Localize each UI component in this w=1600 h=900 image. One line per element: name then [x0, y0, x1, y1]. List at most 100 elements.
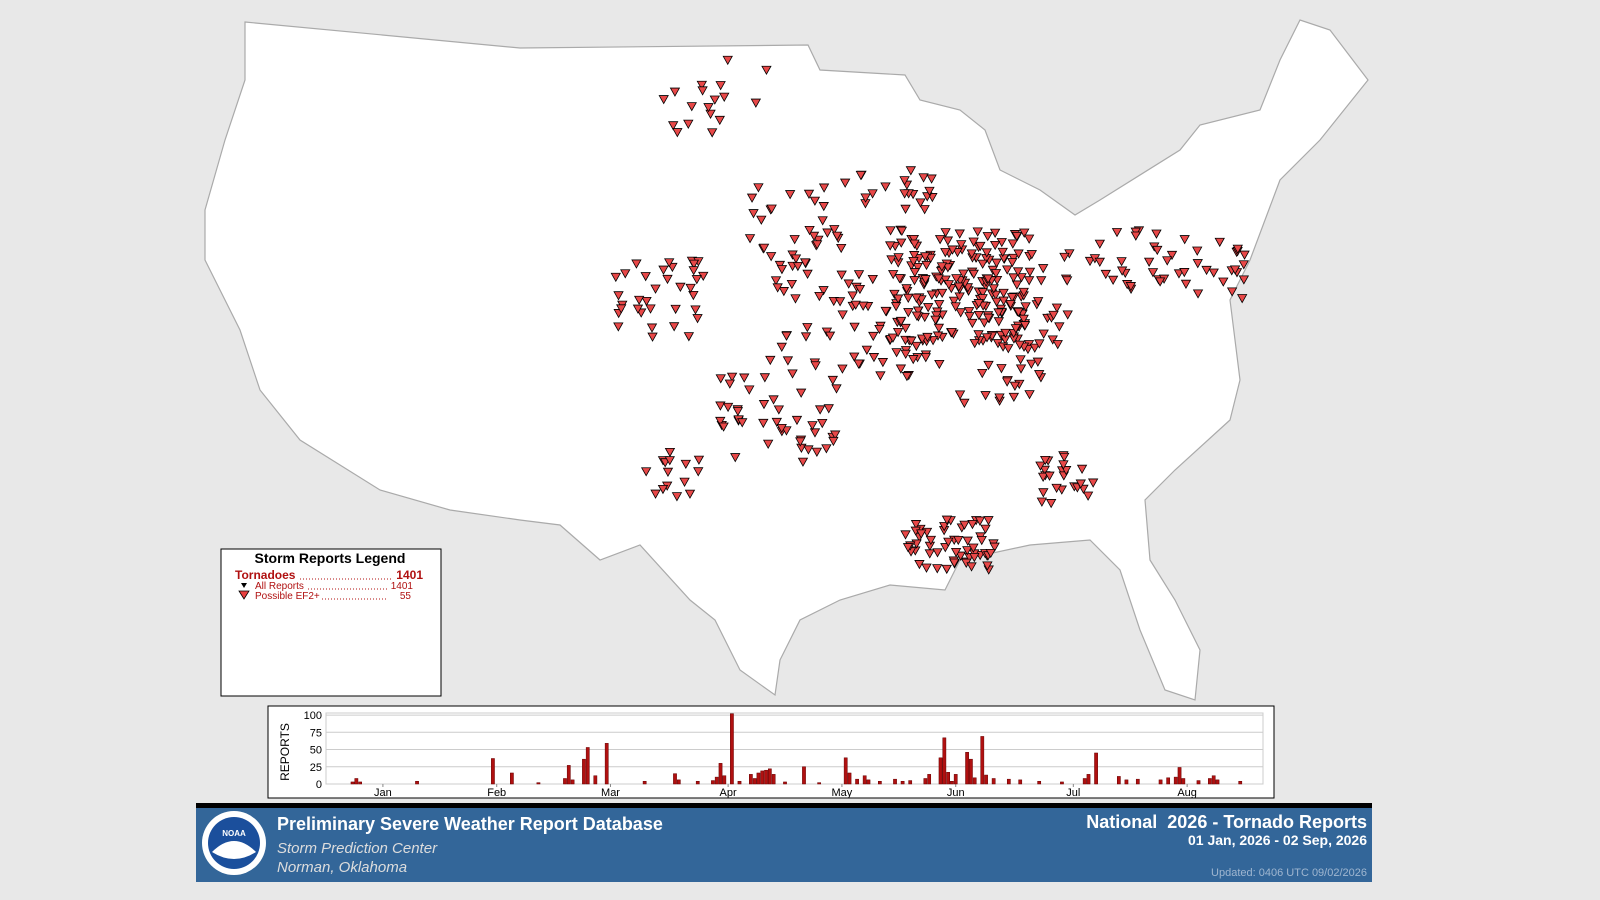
report-marker: [950, 547, 962, 558]
report-marker: [948, 296, 960, 306]
report-marker: [993, 317, 1005, 327]
report-marker: [683, 119, 694, 129]
report-marker: [973, 299, 984, 309]
report-marker: [1032, 297, 1044, 307]
report-marker: [993, 308, 1004, 318]
report-marker: [831, 231, 843, 241]
report-marker: [693, 455, 705, 465]
report-marker: [1061, 276, 1073, 286]
report-marker: [911, 293, 922, 303]
report-marker: [821, 444, 832, 454]
report-marker: [980, 391, 991, 401]
report-marker: [693, 467, 704, 477]
report-marker: [688, 259, 700, 269]
report-marker: [823, 404, 834, 414]
bar: [714, 776, 719, 785]
report-marker: [830, 430, 841, 440]
bar: [563, 778, 567, 785]
report-marker: [768, 395, 779, 405]
report-marker: [671, 492, 683, 502]
report-marker: [1111, 228, 1123, 238]
report-marker: [977, 369, 988, 379]
report-marker: [1048, 310, 1059, 321]
report-marker: [797, 457, 809, 467]
report-marker: [934, 359, 945, 370]
report-marker: [685, 283, 696, 294]
bar: [969, 758, 973, 785]
legend-icon: [241, 583, 247, 588]
report-marker: [1020, 302, 1031, 312]
report-marker: [1051, 483, 1062, 494]
report-marker: [715, 81, 726, 91]
report-marker: [977, 288, 988, 298]
report-marker: [924, 186, 935, 197]
report-marker: [814, 292, 825, 302]
report-marker: [640, 272, 651, 282]
report-marker: [1040, 456, 1051, 466]
report-marker: [1008, 273, 1019, 283]
report-marker: [1026, 359, 1037, 369]
footer-range: 01 Jan, 2026 - 02 Sep, 2026: [1188, 832, 1367, 848]
report-marker: [1100, 269, 1111, 280]
report-marker: [668, 322, 680, 332]
report-marker: [1226, 287, 1238, 297]
bar: [1082, 778, 1087, 785]
report-marker: [1201, 265, 1212, 276]
report-marker: [789, 235, 800, 245]
report-marker: [670, 304, 681, 315]
report-marker: [766, 204, 777, 214]
bar: [764, 769, 768, 785]
report-marker: [758, 243, 770, 253]
report-marker: [943, 537, 954, 547]
bar: [695, 780, 700, 785]
report-marker: [1056, 485, 1067, 495]
report-marker: [857, 301, 869, 311]
report-marker: [737, 418, 748, 428]
bar: [756, 772, 761, 785]
report-marker: [650, 489, 661, 499]
report-marker: [1229, 265, 1241, 275]
footer: [196, 803, 1372, 882]
report-marker: [759, 373, 771, 383]
bar: [991, 778, 996, 785]
report-marker: [1082, 491, 1094, 501]
report-marker: [983, 360, 994, 371]
report-marker: [849, 322, 860, 332]
bar: [783, 781, 787, 785]
report-marker: [1047, 335, 1058, 345]
report-marker: [1037, 472, 1049, 482]
report-marker: [771, 417, 782, 428]
report-marker: [967, 318, 978, 329]
bar: [1158, 779, 1163, 785]
bar: [718, 763, 723, 785]
y-tick-label: 75: [310, 727, 322, 739]
x-tick-label: Aug: [1177, 787, 1197, 799]
report-marker: [896, 238, 907, 248]
report-marker: [813, 235, 824, 245]
report-marker: [860, 193, 871, 203]
report-marker: [996, 238, 1007, 248]
report-marker: [744, 385, 755, 395]
report-marker: [1039, 465, 1050, 475]
logo-bird: [212, 841, 256, 859]
report-marker: [983, 516, 994, 526]
report-marker: [977, 294, 988, 304]
report-marker: [914, 560, 925, 570]
report-marker: [1005, 299, 1016, 310]
report-marker: [1009, 381, 1021, 391]
y-tick-label: 25: [310, 762, 322, 774]
bar: [566, 765, 571, 785]
report-marker: [996, 364, 1007, 374]
report-marker: [920, 353, 931, 363]
bar: [1135, 778, 1140, 785]
report-marker: [868, 331, 879, 342]
report-marker: [983, 313, 994, 323]
report-marker: [867, 274, 878, 285]
bar: [642, 780, 647, 785]
bar: [358, 781, 362, 785]
report-marker: [861, 345, 873, 355]
bar: [1006, 778, 1011, 785]
report-marker: [810, 361, 821, 371]
bar: [1173, 776, 1178, 785]
report-marker: [803, 189, 815, 199]
